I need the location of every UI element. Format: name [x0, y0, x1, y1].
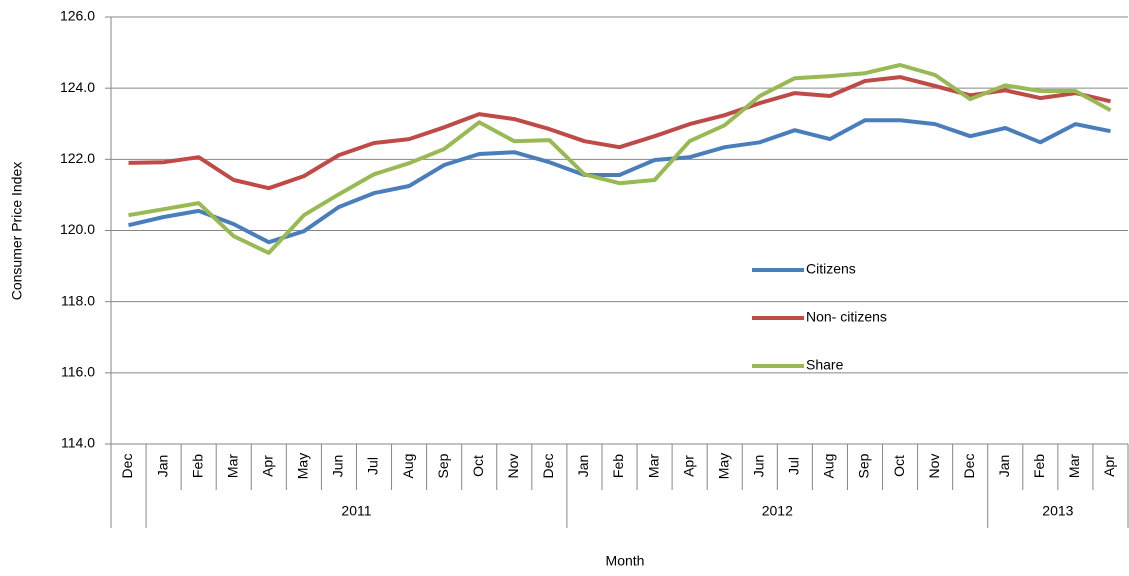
y-tick-label: 114.0: [61, 435, 95, 451]
x-tick-label: Jan: [996, 455, 1012, 478]
x-tick-label: Apr: [260, 455, 276, 477]
x-tick-label: Nov: [505, 454, 521, 479]
y-tick-label: 118.0: [61, 292, 95, 308]
x-tick-label: Aug: [400, 454, 416, 479]
x-tick-label: Sep: [856, 453, 872, 478]
y-tick-label: 124.0: [60, 79, 95, 95]
y-tick-label: 122.0: [60, 150, 95, 166]
x-tick-label: Jan: [154, 455, 170, 478]
x-axis-title: Month: [606, 553, 645, 569]
x-tick-label: Apr: [680, 455, 696, 477]
x-tick-label: May: [295, 453, 311, 479]
y-axis-title: Consumer Price Index: [9, 162, 25, 301]
series-line: [128, 118, 1111, 245]
x-tick-label: Jul: [365, 457, 381, 475]
x-tick-label: Jun: [750, 455, 766, 478]
x-tick-label: Oct: [470, 455, 486, 477]
series-line: [128, 75, 1111, 191]
legend-label: Citizens: [806, 261, 856, 277]
x-tick-label: Feb: [610, 454, 626, 478]
x-tick-label: Jul: [786, 457, 802, 475]
y-tick-label: 120.0: [60, 221, 95, 237]
x-tick-label: Jun: [330, 455, 346, 478]
group-label: 2012: [762, 503, 793, 519]
x-tick-label: Mar: [1066, 454, 1082, 478]
x-tick-label: Feb: [189, 454, 205, 478]
x-tick-label: Nov: [926, 454, 942, 479]
x-tick-label: Dec: [119, 454, 135, 479]
x-tick-label: Jan: [575, 455, 591, 478]
x-tick-label: Apr: [1101, 455, 1117, 477]
x-tick-label: May: [715, 453, 731, 479]
series-line: [128, 63, 1112, 255]
x-tick-label: Dec: [961, 454, 977, 479]
x-tick-label: Aug: [821, 454, 837, 479]
x-tick-label: Sep: [435, 453, 451, 478]
group-label: 2013: [1042, 503, 1073, 519]
legend-label: Share: [806, 357, 844, 373]
y-tick-label: 116.0: [61, 364, 95, 380]
legend-label: Non- citizens: [806, 309, 887, 325]
x-tick-label: Dec: [540, 454, 556, 479]
x-tick-label: Mar: [645, 454, 661, 478]
group-label: 2011: [341, 503, 371, 519]
x-tick-label: Mar: [224, 454, 240, 478]
x-tick-label: Oct: [891, 455, 907, 477]
y-tick-label: 126.0: [60, 8, 95, 24]
x-tick-label: Feb: [1031, 454, 1047, 478]
